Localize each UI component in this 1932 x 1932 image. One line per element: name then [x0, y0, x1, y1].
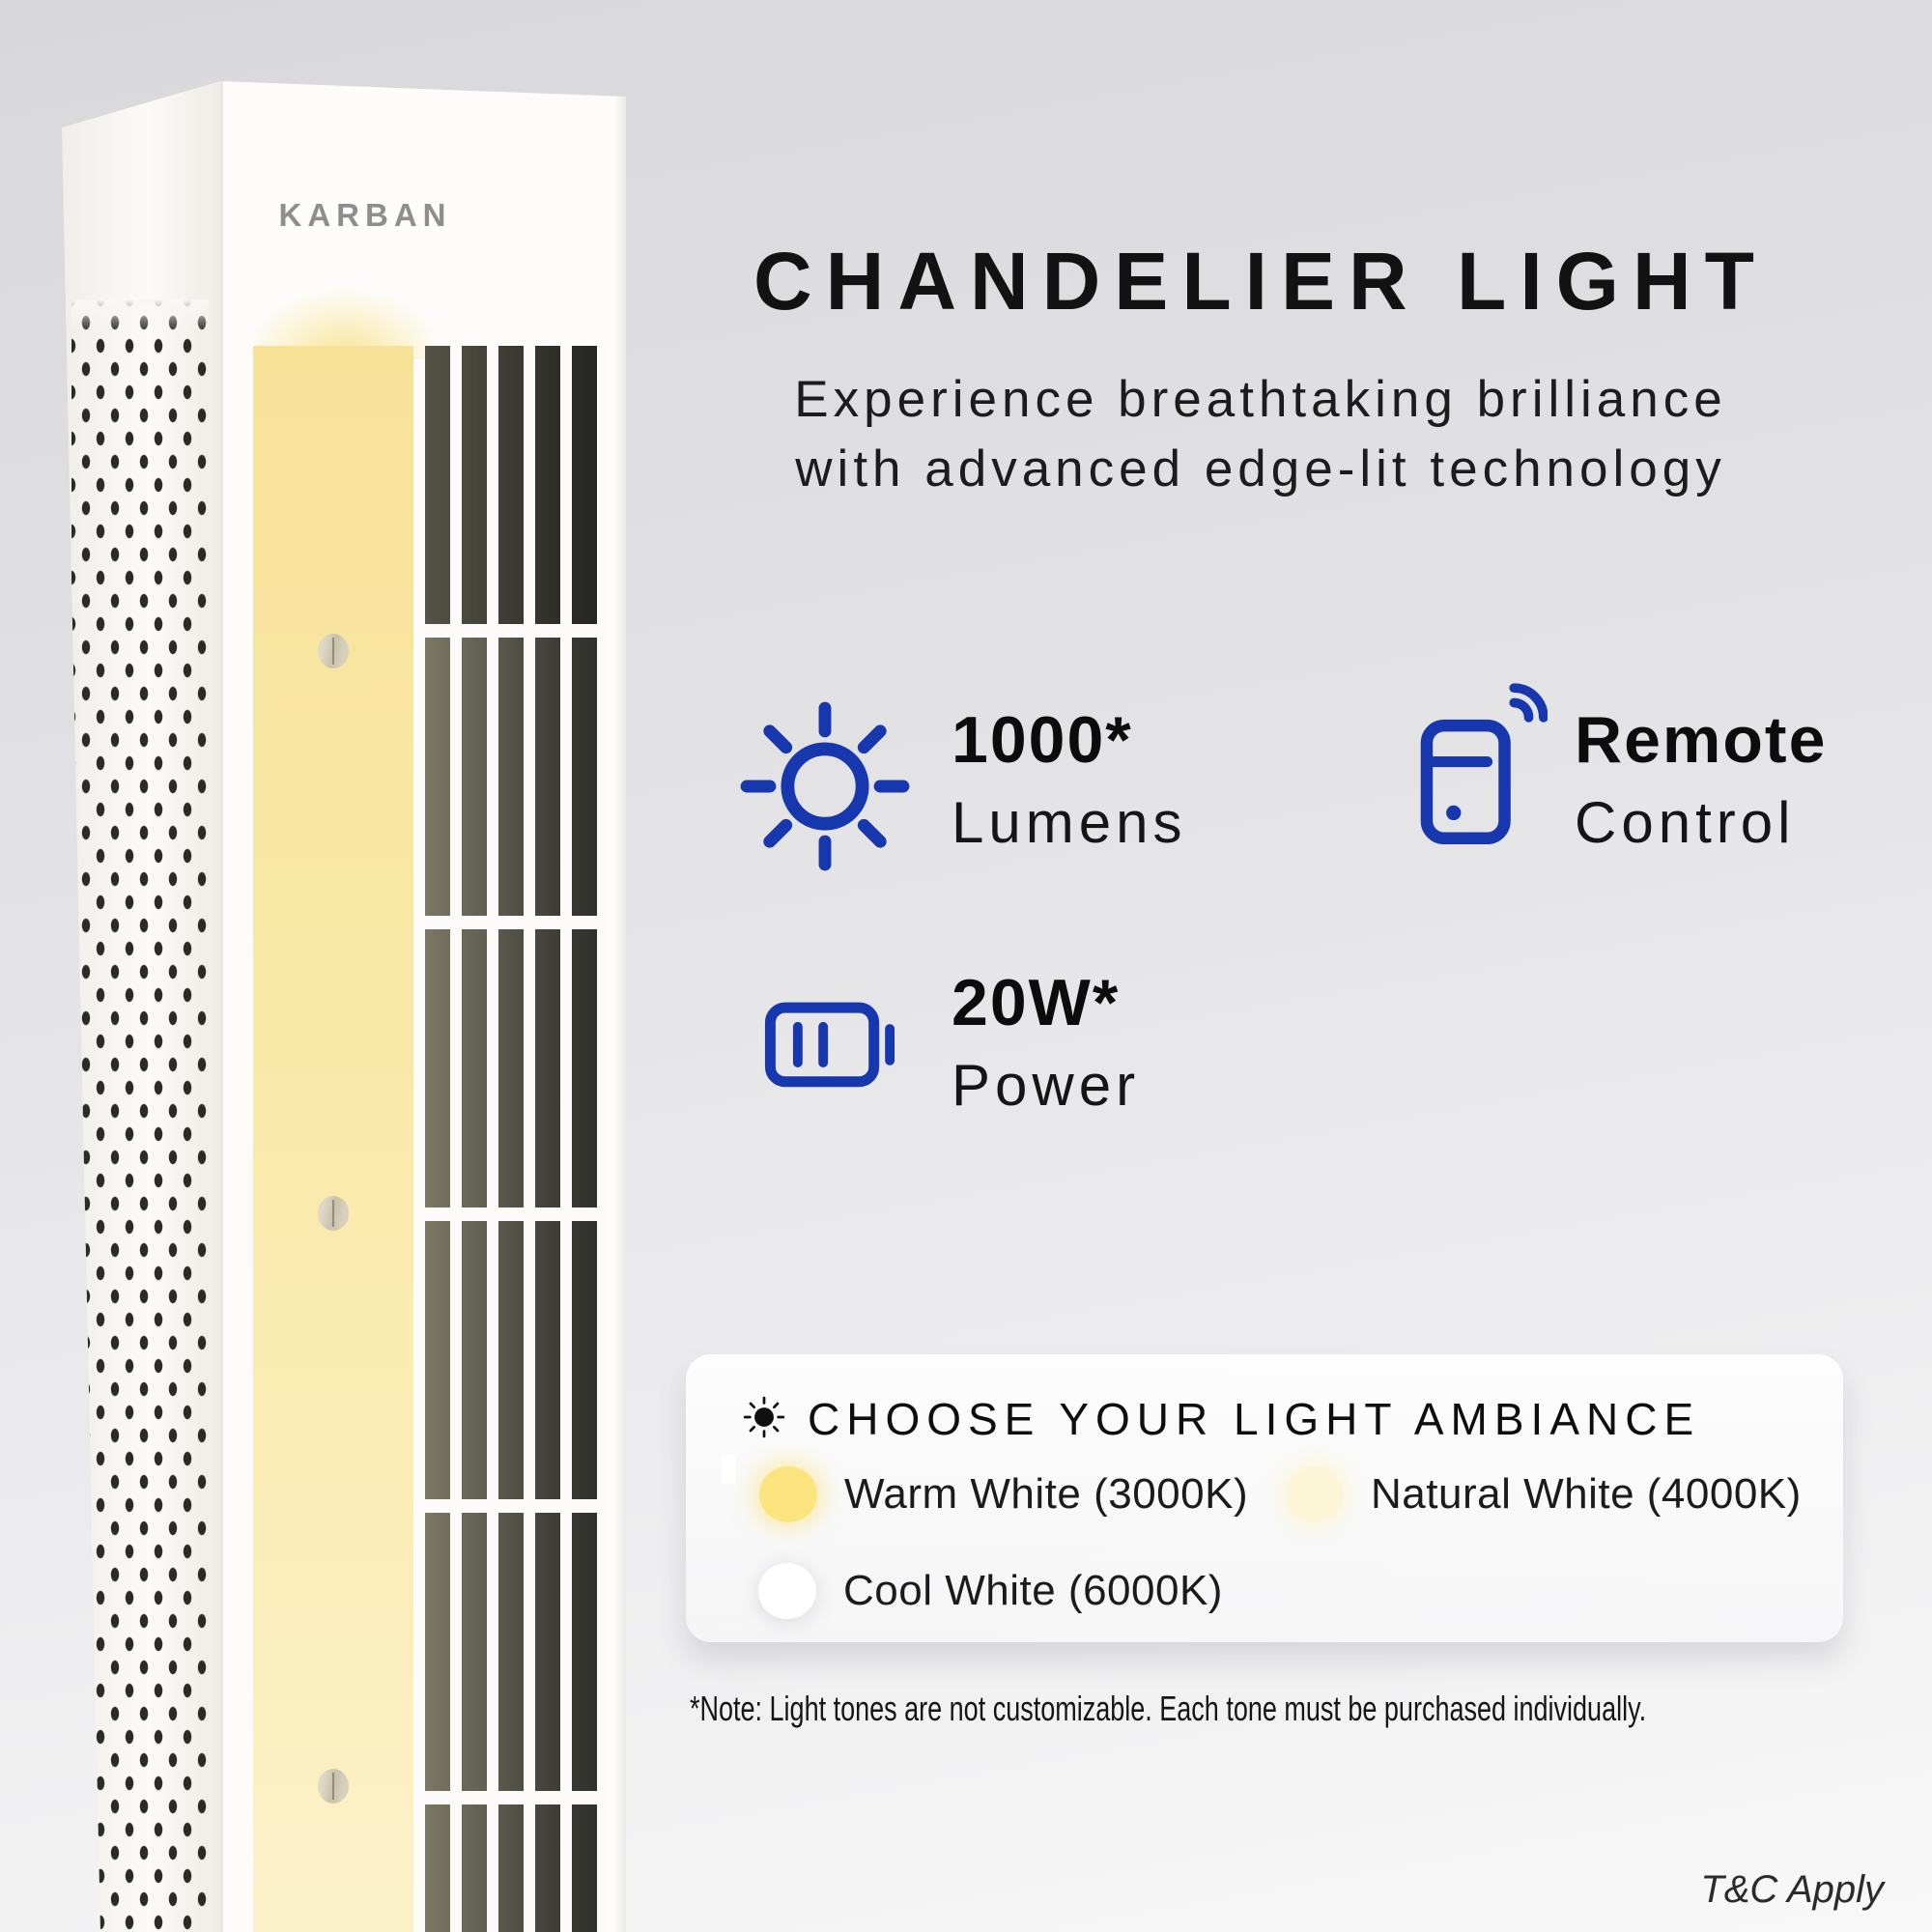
screw [318, 1196, 349, 1231]
feature-power: 20W* Power [952, 970, 1140, 1115]
subtitle-line-2: with advanced edge-lit technology [795, 440, 1726, 498]
vent-grille [425, 346, 609, 1932]
power-label: Power [952, 1053, 1141, 1118]
subtitle-line-1: Experience breathtaking brilliance [794, 371, 1727, 428]
light-glow [226, 232, 453, 359]
ambiance-option-warm-white: Warm White (3000K) [759, 1466, 1248, 1522]
remote-value: Remote [1575, 703, 1828, 777]
terms-text: T&C Apply [1700, 1868, 1884, 1911]
power-value: 20W* [952, 966, 1121, 1039]
cool-white-label: Cool White (6000K) [843, 1567, 1223, 1614]
battery-icon [759, 995, 906, 1095]
lumens-label: Lumens [952, 790, 1187, 855]
product-image: KARBAN [62, 81, 626, 1932]
sun-icon [736, 697, 914, 875]
ambiance-option-natural-white: Natural White (4000K) [1286, 1466, 1802, 1522]
feature-lumens: 1000* Lumens [952, 707, 1186, 852]
page-subtitle: Experience breathtaking brilliance with … [618, 365, 1903, 504]
natural-white-label: Natural White (4000K) [1371, 1470, 1802, 1518]
ambiance-heading-row: CHOOSE YOUR LIGHT AMBIANCE [742, 1393, 1700, 1445]
ambiance-card: CHOOSE YOUR LIGHT AMBIANCE Warm White (3… [686, 1354, 1843, 1642]
cool-white-swatch [758, 1563, 816, 1619]
footnote: *Note: Light tones are not customizable.… [690, 1689, 1647, 1728]
product-side-panel [62, 81, 220, 1932]
brightness-icon [742, 1395, 786, 1444]
card-accent-tab [722, 1455, 736, 1484]
lumens-value: 1000* [952, 703, 1133, 777]
remote-icon [1420, 682, 1548, 845]
feature-remote: Remote Control [1575, 707, 1827, 852]
perforated-mesh-pattern [71, 299, 209, 1932]
page-title: CHANDELIER LIGHT [753, 236, 1768, 327]
ambiance-option-cool-white: Cool White (6000K) [758, 1563, 1223, 1619]
remote-label: Control [1575, 790, 1796, 855]
panel-edge-line [220, 81, 223, 1932]
screw [318, 634, 349, 668]
warm-white-swatch [759, 1466, 817, 1522]
natural-white-swatch [1286, 1466, 1344, 1522]
panel-shading [614, 81, 626, 1932]
screw [318, 1769, 349, 1804]
product-front-panel: KARBAN [220, 81, 626, 1932]
ambiance-heading: CHOOSE YOUR LIGHT AMBIANCE [808, 1394, 1701, 1444]
brand-logo: KARBAN [278, 197, 452, 233]
light-strip [253, 346, 413, 1932]
warm-white-label: Warm White (3000K) [844, 1470, 1249, 1518]
